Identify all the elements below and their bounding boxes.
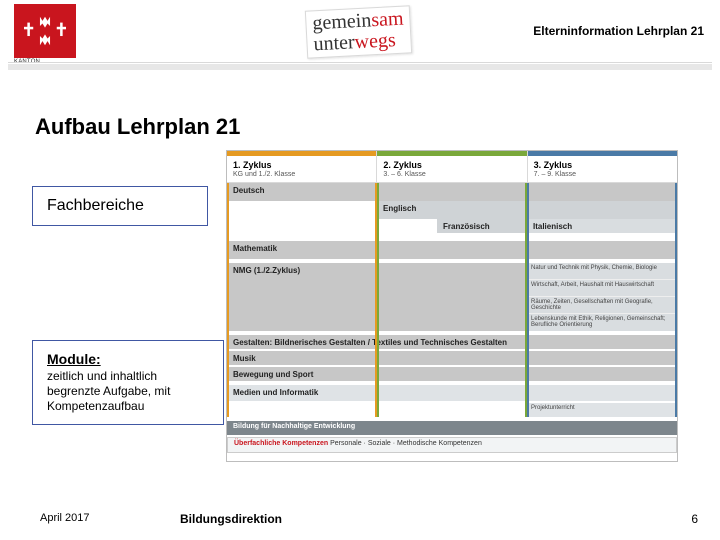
subject-deutsch: Deutsch (227, 183, 677, 201)
cycle-2-title: 2. Zyklus (383, 160, 520, 170)
header: KANTON NIDWALDEN gemeinsam unterwegs Elt… (0, 0, 720, 64)
nmg-row-0: Natur und Technik mit Physik, Chemie, Bi… (527, 263, 677, 280)
label-nmg: NMG (1./2.Zyklus) (227, 263, 527, 278)
canton-logo (14, 4, 76, 58)
label-italienisch: Italienisch (527, 219, 677, 234)
label-medien: Medien und Informatik (227, 385, 677, 400)
cycle-3-tab (528, 151, 677, 156)
subject-mathematik: Mathematik (227, 241, 677, 259)
subject-englisch: Englisch (377, 201, 677, 219)
callout-fachbereiche-label: Fachbereiche (47, 197, 144, 214)
header-right-label: Elterninformation Lehrplan 21 (533, 24, 704, 38)
label-englisch: Englisch (377, 201, 677, 216)
nmg-row-2: Räume, Zeiten, Gesellschaften mit Geogra… (527, 297, 677, 314)
cycle-3-sub: 7. – 9. Klasse (534, 171, 671, 178)
label-gestalten: Gestalten: Bildnerisches Gestalten / Tex… (227, 335, 677, 350)
cycle-3-title: 3. Zyklus (534, 160, 671, 170)
slogan-box: gemeinsam unterwegs (305, 5, 412, 58)
cycle-1-title: 1. Zyklus (233, 160, 370, 170)
label-musik: Musik (227, 351, 677, 366)
label-bws: Bewegung und Sport (227, 367, 677, 382)
cycle-2: 2. Zyklus 3. – 6. Klasse (377, 151, 527, 182)
languages-group: Deutsch Englisch Französisch Italienisch (227, 183, 677, 237)
subject-nmg: NMG (1./2.Zyklus) Natur und Technik mit … (227, 263, 677, 331)
nmg-row-3: Lebenskunde mit Ethik, Religionen, Gemei… (527, 314, 677, 331)
cycle-1: 1. Zyklus KG und 1./2. Klasse (227, 151, 377, 182)
curriculum-diagram: 1. Zyklus KG und 1./2. Klasse 2. Zyklus … (226, 150, 678, 462)
cycle-3: 3. Zyklus 7. – 9. Klasse (528, 151, 677, 182)
nmg-row-1: Wirtschaft, Arbeit, Haushalt mit Hauswir… (527, 280, 677, 297)
slogan-wegs: wegs (354, 29, 396, 53)
module-projekt: Projektunterricht (527, 403, 677, 417)
module-medien: Medien und Informatik (227, 385, 677, 401)
label-deutsch: Deutsch (227, 183, 677, 198)
slogan-sam: sam (371, 8, 404, 32)
cycle-2-sub: 3. – 6. Klasse (383, 171, 520, 178)
callout-module-body: zeitlich und inhaltlich begrenzte Aufgab… (47, 369, 209, 414)
cycle-1-tab (227, 151, 376, 156)
label-mathematik: Mathematik (227, 241, 677, 256)
footer-dept: Bildungsdirektion (180, 512, 282, 526)
subject-musik: Musik (227, 351, 677, 365)
cycle-2-tab (377, 151, 526, 156)
nmg-left: NMG (1./2.Zyklus) (227, 263, 527, 331)
ueber-red: Überfachliche Kompetenzen (234, 440, 328, 447)
page-title: Aufbau Lehrplan 21 (35, 114, 240, 140)
subject-italienisch: Italienisch (527, 219, 677, 233)
nmg-right: Natur und Technik mit Physik, Chemie, Bi… (527, 263, 677, 331)
row-bne: Bildung für Nachhaltige Entwicklung (227, 421, 677, 435)
footer-date: April 2017 (40, 512, 90, 524)
footer: April 2017 Bildungsdirektion 6 (0, 512, 720, 530)
row-ueberfachlich: Überfachliche Kompetenzen Personale · So… (227, 437, 677, 453)
ueber-rest: Personale · Soziale · Methodische Kompet… (328, 440, 482, 447)
footer-page: 6 (691, 512, 698, 526)
slogan-unter: unter (313, 31, 355, 55)
callout-module-title: Module: (47, 351, 209, 367)
subject-bws: Bewegung und Sport (227, 367, 677, 381)
callout-module: Module: zeitlich und inhaltlich begrenzt… (32, 340, 224, 425)
subject-gestalten: Gestalten: Bildnerisches Gestalten / Tex… (227, 335, 677, 349)
callout-fachbereiche: Fachbereiche (32, 186, 208, 226)
cycle-1-sub: KG und 1./2. Klasse (233, 171, 370, 178)
header-rule (8, 62, 712, 70)
cycle-header-row: 1. Zyklus KG und 1./2. Klasse 2. Zyklus … (227, 151, 677, 183)
